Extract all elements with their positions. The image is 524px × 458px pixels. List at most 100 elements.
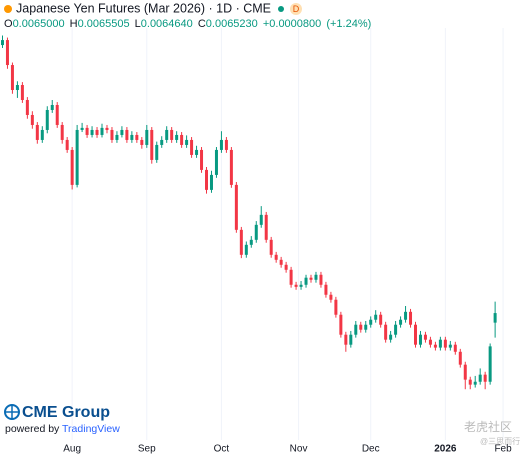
interval-badge: D bbox=[293, 4, 300, 14]
ohlc-value: 0.0065000 bbox=[13, 18, 65, 30]
candle-body bbox=[488, 346, 492, 382]
candle-body bbox=[458, 351, 462, 365]
ohlc-legend: O0.0065000 H0.0065505 L0.0064640 C0.0065… bbox=[4, 18, 371, 30]
ohlc-key: C bbox=[198, 18, 206, 30]
x-tick-label: Feb bbox=[494, 444, 512, 455]
candle-body bbox=[180, 134, 184, 145]
candle-body bbox=[55, 104, 59, 125]
candle-body bbox=[15, 85, 19, 91]
candle-body bbox=[399, 319, 403, 325]
candle-body bbox=[259, 214, 263, 225]
candle-body bbox=[409, 311, 413, 325]
candle-body bbox=[45, 109, 49, 130]
candle-body bbox=[404, 311, 408, 320]
logo: CME Group bbox=[22, 404, 110, 421]
x-axis: Aug Sep Oct Nov Dec 2026 Feb bbox=[63, 444, 512, 455]
candle-body bbox=[269, 239, 273, 255]
candle-body bbox=[294, 284, 298, 287]
powered-by-text: powered by bbox=[5, 423, 60, 435]
candle-body bbox=[239, 229, 243, 255]
candle-body bbox=[284, 264, 288, 270]
candle-body bbox=[95, 129, 99, 135]
change-pct: (+1.24%) bbox=[326, 18, 371, 30]
powered-brand[interactable]: TradingView bbox=[62, 423, 120, 435]
candle-body bbox=[428, 339, 432, 345]
candle-body bbox=[304, 277, 308, 285]
ohlc-value: 0.0064640 bbox=[141, 18, 193, 30]
candle-body bbox=[90, 129, 94, 135]
candle-body bbox=[314, 274, 318, 280]
candle-body bbox=[389, 334, 393, 340]
candle-body bbox=[234, 184, 238, 230]
candle-body bbox=[369, 319, 373, 325]
candle-body bbox=[339, 314, 343, 335]
candle-body bbox=[185, 139, 189, 145]
candle-body bbox=[165, 129, 169, 140]
candle-body bbox=[135, 134, 139, 140]
candle-body bbox=[299, 284, 303, 287]
candle-body bbox=[384, 324, 388, 340]
ohlc-key: L bbox=[135, 18, 141, 30]
candle-body bbox=[334, 299, 338, 315]
candle-body bbox=[219, 139, 223, 150]
candle-body bbox=[30, 114, 34, 125]
candle-body bbox=[249, 239, 253, 245]
chart-title: Japanese Yen Futures (Mar 2026) · 1D · C… bbox=[16, 1, 271, 15]
x-tick-label: Oct bbox=[214, 444, 230, 455]
candle-body bbox=[483, 374, 487, 382]
ohlc-value: 0.0065230 bbox=[206, 18, 258, 30]
candle-body bbox=[115, 134, 119, 140]
candle-body bbox=[374, 314, 378, 320]
candle-body bbox=[160, 139, 164, 145]
status-dot bbox=[4, 5, 12, 13]
candle-body bbox=[70, 149, 74, 185]
candle-body bbox=[443, 339, 447, 348]
candle-body bbox=[433, 344, 437, 348]
candle-body bbox=[125, 129, 129, 140]
candle-body bbox=[468, 379, 472, 385]
change: +0.0000800 bbox=[263, 18, 321, 30]
candle-body bbox=[364, 324, 368, 330]
watermark-user: @三思而行 bbox=[480, 436, 520, 446]
candle-body bbox=[20, 85, 24, 100]
candle-body bbox=[80, 127, 84, 130]
x-tick-label: Aug bbox=[63, 444, 81, 455]
candle-body bbox=[130, 134, 134, 140]
candle-body bbox=[274, 254, 278, 260]
live-dot bbox=[278, 6, 284, 12]
badge bbox=[290, 3, 302, 15]
candle-body bbox=[463, 364, 467, 380]
candle-body bbox=[329, 294, 333, 300]
candle-body bbox=[195, 149, 199, 155]
candle-body bbox=[359, 324, 363, 330]
candle-body bbox=[309, 277, 313, 280]
candle-body bbox=[200, 149, 204, 170]
candle-body bbox=[209, 174, 213, 190]
ohlc-key: O bbox=[4, 18, 13, 30]
candle-body bbox=[414, 324, 418, 345]
candle-body bbox=[5, 40, 9, 66]
candle-body bbox=[190, 139, 194, 155]
candle-body bbox=[60, 124, 64, 140]
candle-body bbox=[394, 324, 398, 335]
candle-body bbox=[85, 127, 89, 135]
candle-body bbox=[25, 99, 29, 115]
grid bbox=[71, 28, 504, 440]
candles bbox=[0, 35, 497, 390]
ohlc-value: 0.0065505 bbox=[78, 18, 130, 30]
candle-body bbox=[0, 40, 4, 46]
candle-body bbox=[155, 144, 159, 160]
logo-mark bbox=[4, 404, 20, 420]
candle-body bbox=[264, 214, 268, 240]
x-tick-label: Nov bbox=[290, 444, 308, 455]
watermark: 老虎社区 bbox=[464, 419, 512, 434]
candle-body bbox=[10, 65, 14, 91]
x-tick-label: Sep bbox=[138, 444, 156, 455]
candle-body bbox=[324, 284, 328, 295]
candle-body bbox=[379, 314, 383, 325]
candle-body bbox=[175, 134, 179, 140]
candle-body bbox=[214, 149, 218, 175]
candle-body bbox=[478, 374, 482, 382]
